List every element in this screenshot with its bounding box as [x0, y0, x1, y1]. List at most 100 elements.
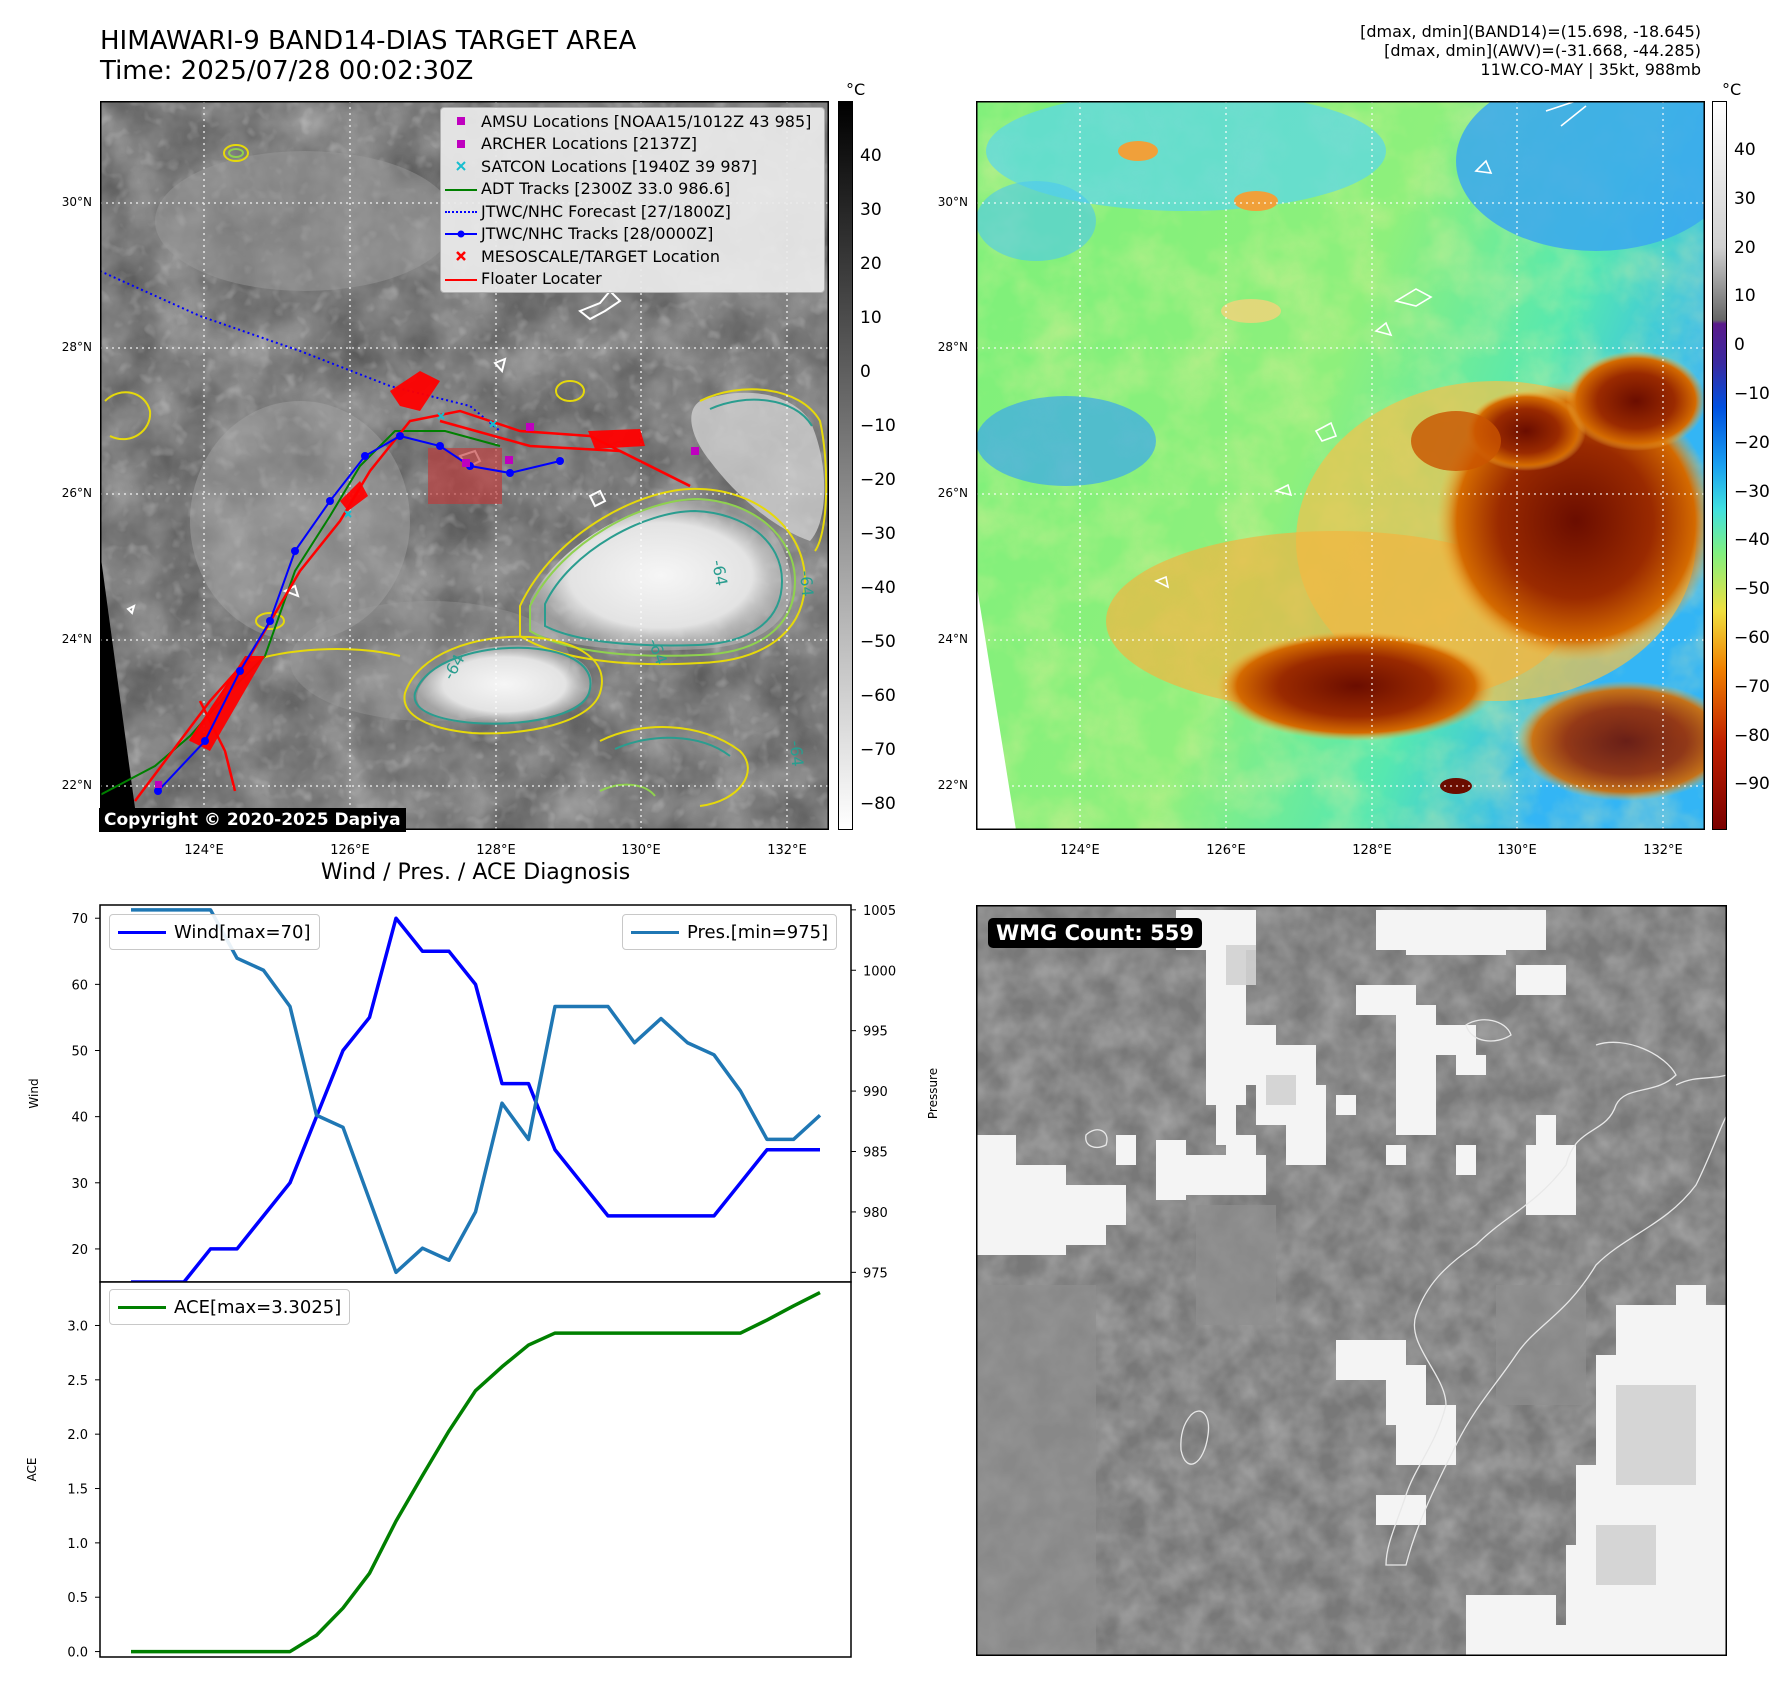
awv-colorbar-unit: °C [1722, 80, 1742, 99]
contour-yellow-east [519, 487, 807, 666]
legend-label: Floater Locater [481, 269, 602, 289]
wmg-panel [976, 905, 1728, 1656]
legend-row-amsu: AMSU Locations [NOAA15/1012Z 43 985] [441, 110, 824, 133]
cyan-x-icon [456, 161, 466, 171]
green-line-icon [118, 1305, 166, 1309]
contour-teal-west [413, 646, 592, 725]
pressure-ytick-label: 985 [863, 1146, 888, 1161]
wind-ytick-label: 30 [71, 1177, 88, 1192]
lon-tick-label: 128°E [1352, 843, 1392, 858]
awv-colorbar-tick: 40 [1734, 140, 1756, 160]
wind-ytick-label: 70 [71, 912, 88, 927]
wind-legend-label: Wind[max=70] [174, 921, 311, 943]
ir-colorbar-tick: 30 [860, 200, 882, 220]
awv-colorbar-tick: −50 [1734, 579, 1770, 600]
awv-colorbar-tick: 10 [1734, 286, 1756, 307]
ace-legend-label: ACE[max=3.3025] [174, 1296, 342, 1318]
lon-tick-label: 124°E [1060, 843, 1100, 858]
ace-legend: ACE[max=3.3025] [109, 1289, 351, 1325]
legend-label: ADT Tracks [2300Z 33.0 986.6] [481, 179, 731, 199]
lon-tick-label: 130°E [1497, 843, 1537, 858]
ir-colorbar-tick: −10 [860, 416, 896, 436]
contour-teal-east [544, 509, 784, 647]
pressure-ytick-label: 995 [863, 1025, 888, 1040]
legend-row-floater: Floater Locater [441, 268, 824, 291]
awv-colorbar [1712, 101, 1727, 830]
ir-colorbar-tick: −70 [860, 740, 896, 760]
legend-row-target: MESOSCALE/TARGET Location [441, 245, 824, 268]
awv-colorbar-tick: 0 [1734, 335, 1745, 356]
wmg-count-badge: WMG Count: 559 [988, 918, 1202, 948]
ir-colorbar-tick: −30 [860, 524, 896, 544]
no-data-edge [100, 551, 138, 830]
jtwc-forecast-track [99, 270, 501, 432]
lat-tick-label: 28°N [937, 340, 968, 354]
lat-tick-label: 26°N [937, 486, 968, 500]
contour-yellow-ne [699, 388, 828, 552]
awv-colorbar-tick: −10 [1734, 384, 1770, 404]
awv-no-data-edge [976, 581, 1016, 830]
adt-track [99, 430, 501, 796]
blue-dotted-line-icon [445, 211, 477, 214]
ir-colorbar [838, 101, 853, 830]
awv-map-panel [976, 71, 1736, 830]
ace-ytick-label: 1.0 [67, 1537, 88, 1552]
magenta-square-icon [457, 139, 465, 148]
awv-colorbar-tick: −40 [1734, 530, 1770, 551]
map-legend: AMSU Locations [NOAA15/1012Z 43 985] ARC… [440, 107, 825, 293]
ir-colorbar-tick: −20 [860, 470, 896, 490]
ace-ytick-label: 3.0 [67, 1319, 88, 1334]
legend-row-archer: ARCHER Locations [2137Z] [441, 133, 824, 156]
ace-series-line [131, 1291, 821, 1654]
awv-colorbar-tick: −80 [1734, 725, 1770, 746]
island-amami [578, 289, 622, 321]
lat-tick-label: 30°N [937, 195, 968, 209]
wmg-coastline [1085, 1019, 1728, 1566]
contour-label: -64 [786, 740, 807, 768]
pressure-ytick-label: 1005 [863, 904, 896, 919]
awv-colorbar-tick: −30 [1734, 481, 1770, 502]
wmg-svg [976, 905, 1728, 1656]
ir-colorbar-tick: 20 [860, 254, 882, 274]
ir-colorbar-tick: 0 [860, 362, 871, 382]
diagnosis-charts: 20 30 40 50 60 70 975 980 985 990 995 1000 1005 Wind P… [25, 904, 940, 1661]
diagnosis-title: Wind / Pres. / ACE Diagnosis [320, 860, 631, 885]
legend-label: ARCHER Locations [2137Z] [481, 134, 698, 154]
lat-tick-label: 30°N [61, 195, 92, 209]
steelblue-line-icon [631, 930, 679, 934]
wind-legend: Wind[max=70] [109, 914, 320, 950]
ir-colorbar-tick: −60 [860, 686, 896, 706]
ace-ytick-label: 1.5 [67, 1483, 88, 1498]
wind-ytick-label: 60 [71, 978, 88, 993]
contour-label: -64 [796, 570, 817, 598]
copyright-badge: Copyright © 2020-2025 Dapiya [99, 808, 406, 832]
lon-tick-label: 130°E [621, 843, 661, 858]
legend-label: MESOSCALE/TARGET Location [481, 246, 720, 266]
cloud-mass-west [417, 645, 592, 724]
wind-ytick-label: 40 [71, 1111, 88, 1126]
legend-row-forecast: JTWC/NHC Forecast [27/1800Z] [441, 200, 824, 223]
legend-row-satcon: SATCON Locations [1940Z 39 987] [441, 155, 824, 178]
ace-plot-frame [99, 1281, 852, 1658]
intensity-summary: [dmax, dmin](BAND14)=(15.698, -18.645) [… [1360, 22, 1701, 79]
ace-chart: 0.0 0.5 1.0 1.5 2.0 2.5 3.0 ACE [25, 1281, 852, 1661]
awv-gridlines [976, 101, 1705, 830]
awv-colorbar-tick: −20 [1734, 432, 1770, 453]
legend-row-jtwc: JTWC/NHC Tracks [28/0000Z] [441, 223, 824, 246]
lon-tick-label: 128°E [476, 843, 516, 858]
storm-info: 11W.CO-MAY | 35kt, 988mb [1480, 60, 1701, 79]
awv-colorbar-tick: 20 [1734, 237, 1756, 258]
lat-tick-label: 22°N [61, 778, 92, 792]
wind-ytick-label: 20 [71, 1243, 88, 1258]
legend-label: JTWC/NHC Forecast [27/1800Z] [481, 201, 731, 221]
lon-tick-label: 124°E [184, 843, 224, 858]
jtwc-track [154, 432, 564, 795]
wind-pressure-chart: 20 30 40 50 60 70 975 980 985 990 995 1000 1005 Wind P… [27, 904, 940, 1284]
wind-ytick-label: 50 [71, 1045, 88, 1060]
ace-ytick-label: 0.5 [67, 1591, 88, 1606]
awv-map-svg [976, 71, 1736, 830]
ir-colorbar-unit: °C [846, 80, 866, 99]
blue-line-dot-icon [445, 230, 477, 238]
legend-label: SATCON Locations [1940Z 39 987] [481, 156, 758, 176]
green-line-icon [445, 188, 477, 191]
